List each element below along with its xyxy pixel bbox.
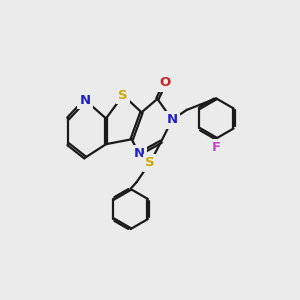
Text: N: N (134, 147, 145, 161)
Text: S: S (118, 89, 128, 102)
Text: O: O (159, 76, 170, 89)
Text: S: S (145, 156, 155, 169)
Text: F: F (212, 141, 221, 154)
Text: N: N (80, 94, 91, 106)
Text: N: N (167, 113, 178, 126)
